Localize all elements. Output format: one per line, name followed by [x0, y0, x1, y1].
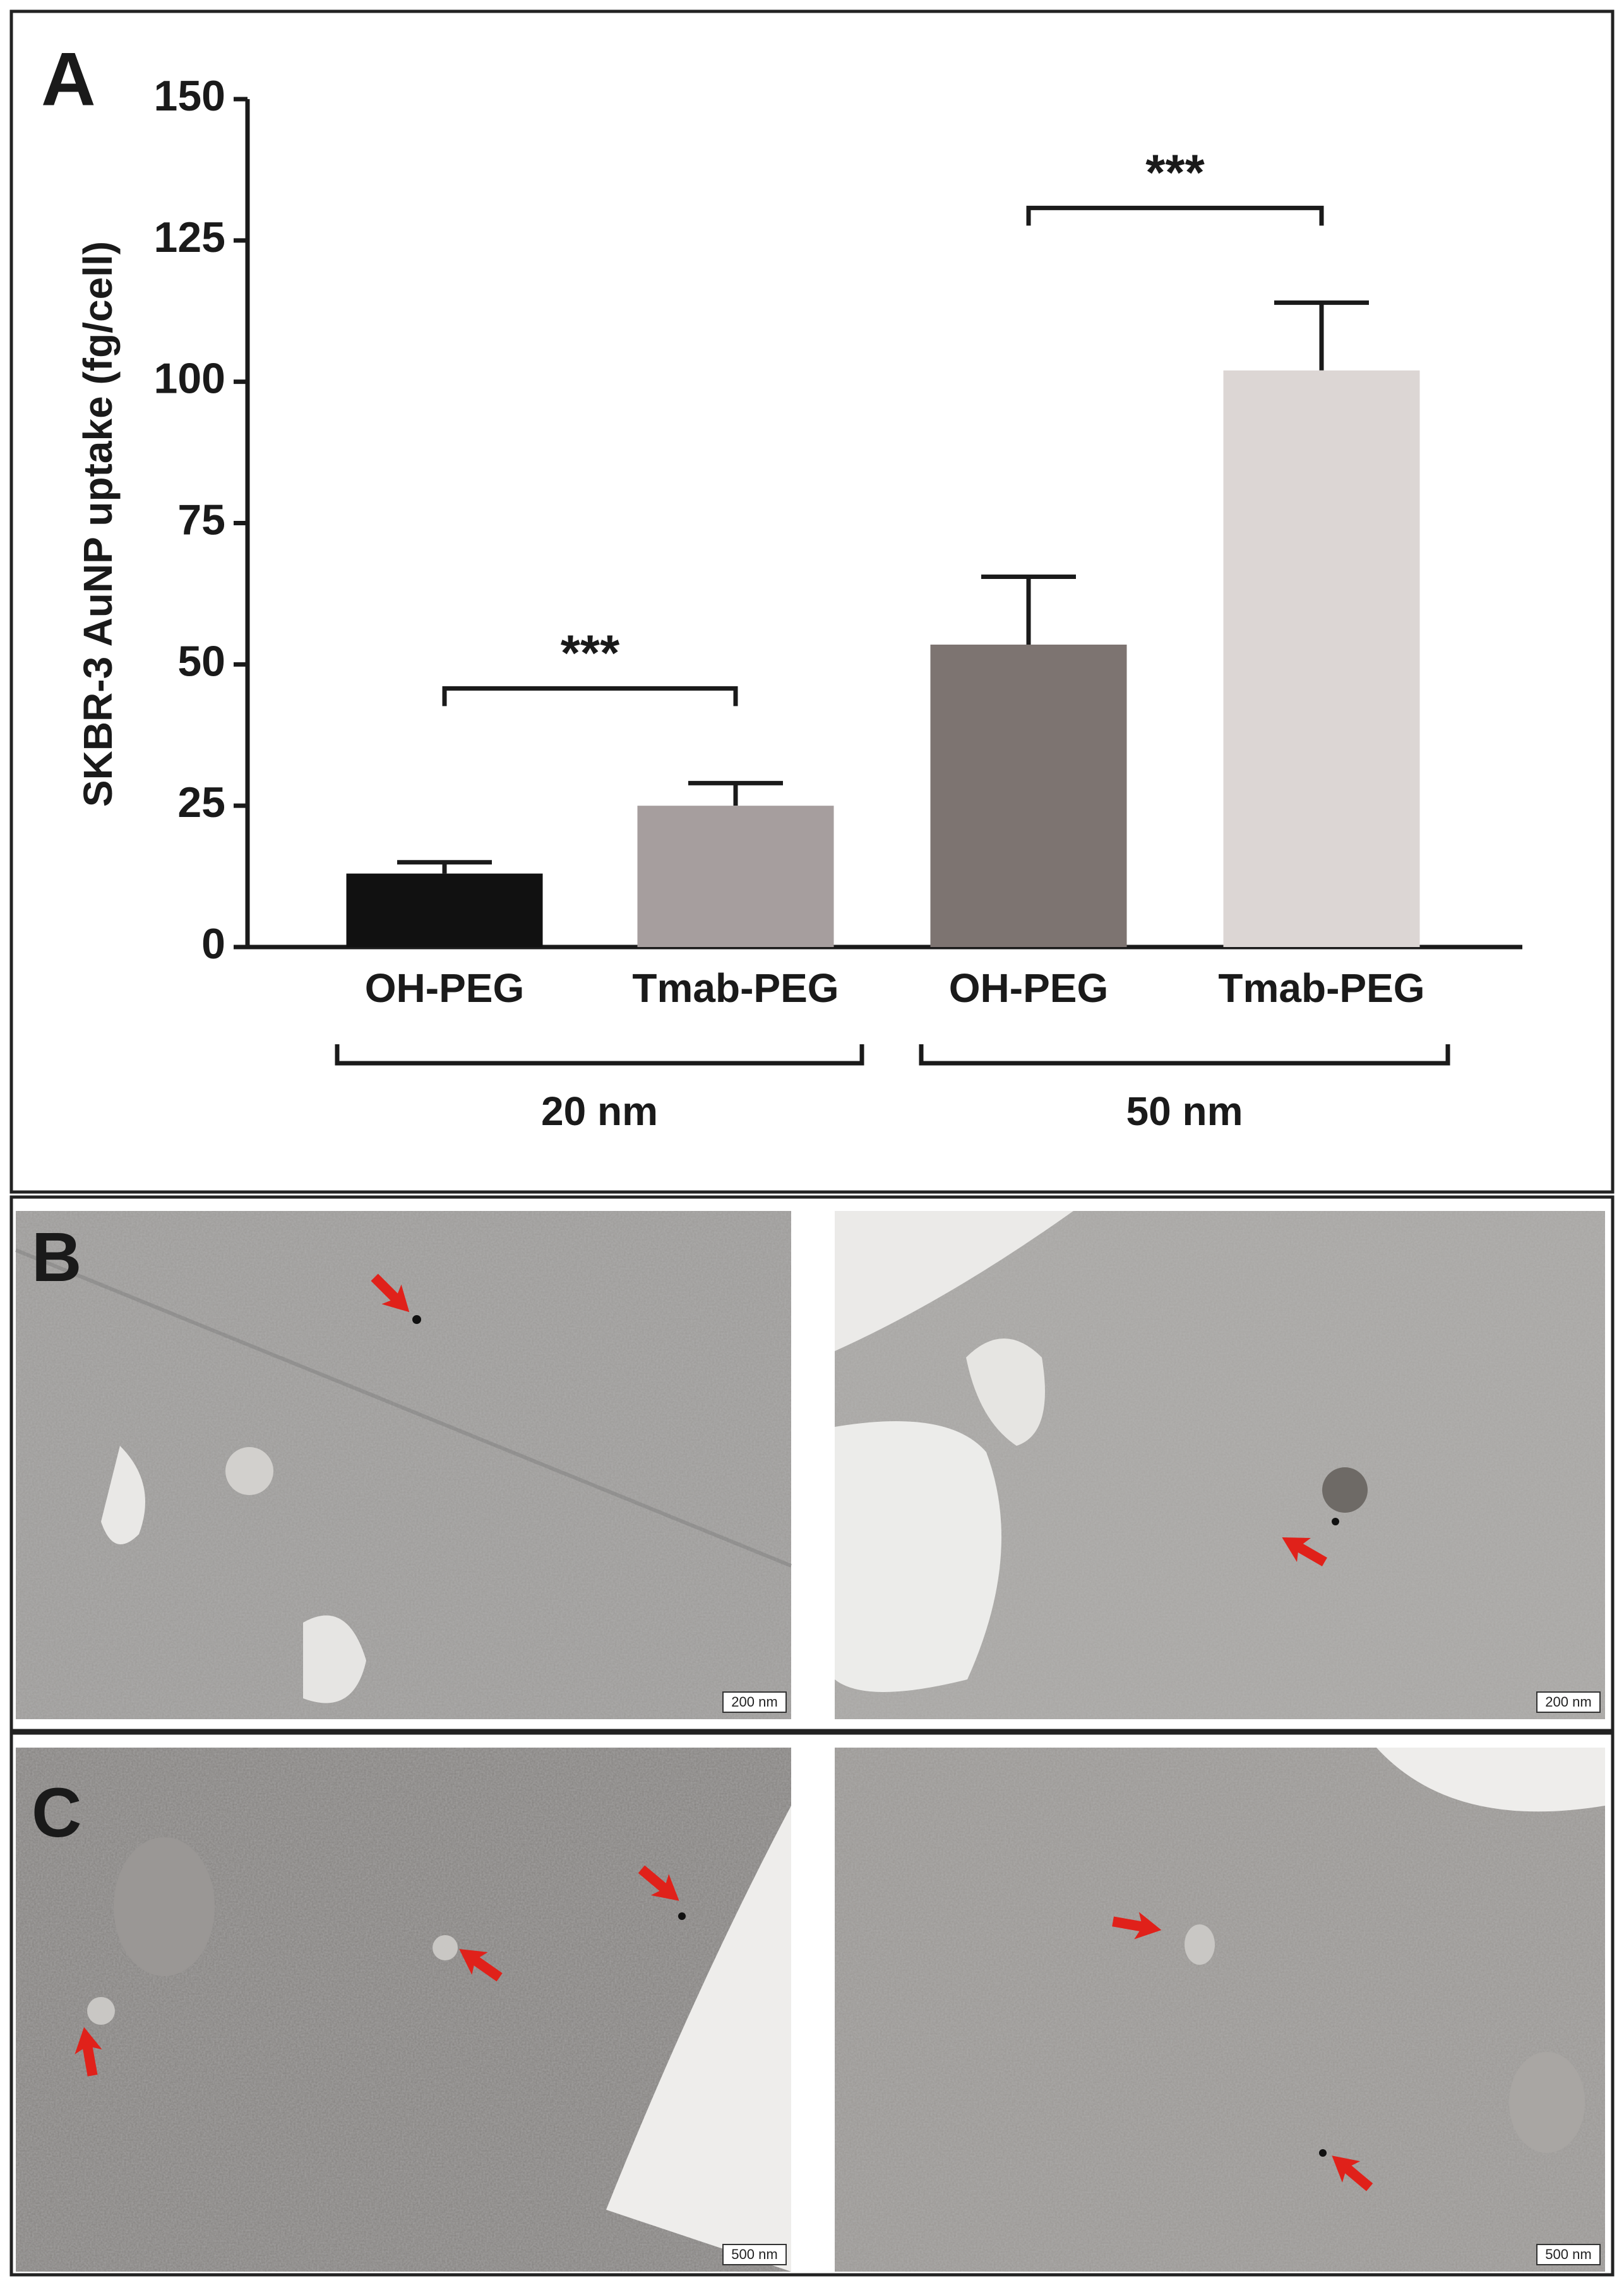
y-tick-label: 0	[201, 920, 225, 968]
bar	[1223, 370, 1420, 947]
significance-bracket	[442, 686, 738, 706]
scale-bar-box	[1536, 1691, 1601, 1713]
bar	[930, 644, 1127, 947]
group-label: 20 nm	[541, 1088, 658, 1134]
micrograph	[835, 1211, 1605, 1719]
group-bracket	[335, 1044, 864, 1066]
significance-label: ***	[1145, 144, 1205, 200]
y-tick-label: 25	[177, 778, 225, 826]
scale-bar-box	[1536, 2244, 1601, 2265]
scale-bar-label: 200 nm	[731, 1694, 777, 1710]
panel-label: C	[32, 1774, 81, 1852]
y-tick-label: 150	[154, 72, 225, 120]
group-label: 50 nm	[1126, 1088, 1243, 1134]
bar	[346, 873, 543, 947]
panel-label: A	[41, 37, 96, 122]
y-tick-label: 75	[177, 496, 225, 544]
y-tick-label: 100	[154, 355, 225, 403]
scale-bar-label: 500 nm	[731, 2246, 777, 2262]
scale-bar-label: 200 nm	[1545, 1694, 1591, 1710]
group-bracket	[919, 1044, 1450, 1066]
y-tick-label: 50	[177, 637, 225, 685]
scale-bar-label: 500 nm	[1545, 2246, 1591, 2262]
scale-bar-box	[722, 2244, 787, 2265]
x-tick-label: Tmab-PEG	[1218, 965, 1424, 1011]
scale-bar-box	[722, 1691, 787, 1713]
micrograph	[16, 1748, 791, 2272]
micrograph	[835, 1748, 1605, 2272]
x-tick-label: OH-PEG	[365, 965, 524, 1011]
significance-bracket	[1026, 205, 1324, 226]
x-tick-label: Tmab-PEG	[632, 965, 839, 1011]
significance-label: ***	[561, 624, 620, 681]
bar	[637, 806, 834, 947]
y-axis-title: SKBR-3 AuNP uptake (fg/cell)	[75, 241, 121, 807]
y-tick-label: 125	[154, 213, 225, 261]
panel-label: B	[32, 1219, 81, 1296]
micrograph	[15, 1211, 792, 1719]
x-tick-label: OH-PEG	[949, 965, 1108, 1011]
